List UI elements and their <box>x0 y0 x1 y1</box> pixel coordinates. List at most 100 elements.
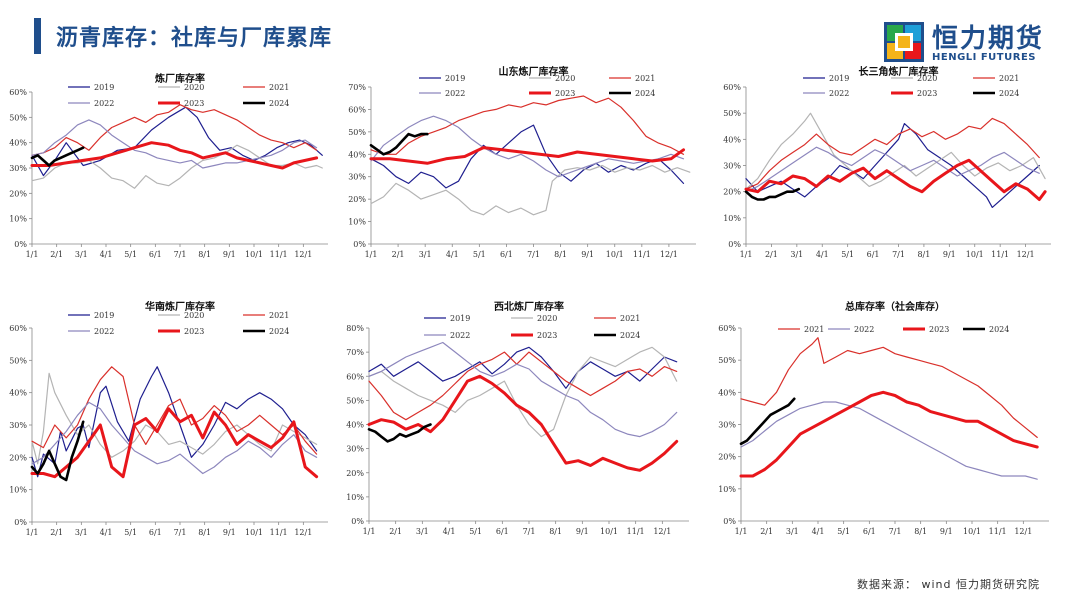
legend-label-2021: 2021 <box>269 83 289 92</box>
x-tick-label: 11/1 <box>989 527 1007 536</box>
series-line-2019 <box>370 124 685 189</box>
x-tick-label: 7/1 <box>174 250 187 259</box>
series-line-2024 <box>744 187 801 201</box>
x-tick-label: 4/1 <box>446 250 459 259</box>
x-tick-label: 7/1 <box>523 527 536 536</box>
y-tick-label: 40% <box>723 135 741 144</box>
y-tick-label: 60% <box>9 88 27 97</box>
x-tick-label: 1/1 <box>26 250 39 259</box>
x-tick-label: 2/1 <box>760 527 773 536</box>
x-tick-label: 11/1 <box>270 528 288 537</box>
x-tick-label: 6/1 <box>867 250 880 259</box>
y-tick-label: 40% <box>9 389 27 398</box>
y-tick-label: 10% <box>718 485 736 494</box>
x-tick-label: 5/1 <box>841 250 854 259</box>
x-tick-label: 11/1 <box>270 250 288 259</box>
y-tick-label: 60% <box>9 324 27 333</box>
x-tick-label: 12/1 <box>294 528 312 537</box>
chart-title: 长三角炼厂库存率 <box>859 65 939 78</box>
x-tick-label: 2/1 <box>765 250 778 259</box>
chart-svg: 西北炼厂库存率 0% 10% 20% 30% 40% 50% 60% 70% 80% 1/1 2/1 3… <box>346 300 689 536</box>
x-tick-label: 7/1 <box>892 250 905 259</box>
series-line-2024 <box>739 397 796 446</box>
series-line-2021 <box>31 366 318 455</box>
legend-label-2019: 2019 <box>94 311 114 320</box>
y-tick-label: 20% <box>718 453 736 462</box>
legend-label-2023: 2023 <box>184 327 204 336</box>
y-tick-label: 40% <box>718 388 736 397</box>
series-line-2019 <box>745 122 1040 208</box>
x-tick-label: 1/1 <box>26 528 39 537</box>
y-tick-label: 30% <box>723 162 741 171</box>
x-tick-label: 6/1 <box>863 527 876 536</box>
x-tick-label: 10/1 <box>245 528 263 537</box>
x-tick-label: 12/1 <box>1017 250 1035 259</box>
x-tick-label: 7/1 <box>527 250 540 259</box>
legend-label-2020: 2020 <box>184 311 204 320</box>
x-tick-label: 6/1 <box>500 250 513 259</box>
legend-label-2022: 2022 <box>445 89 465 98</box>
x-tick-label: 7/1 <box>174 528 187 537</box>
x-tick-label: 9/1 <box>940 527 953 536</box>
legend-label-2024: 2024 <box>620 331 640 340</box>
x-tick-label: 8/1 <box>198 528 211 537</box>
series-line-2020 <box>31 372 318 465</box>
x-tick-label: 9/1 <box>581 250 594 259</box>
y-tick-label: 60% <box>718 324 736 333</box>
legend-label-2024: 2024 <box>989 325 1009 334</box>
y-tick-label: 0% <box>351 517 364 526</box>
x-tick-label: 4/1 <box>816 250 829 259</box>
series-line-2022 <box>31 119 318 169</box>
series-line-2020 <box>368 346 678 438</box>
legend-label-2023: 2023 <box>537 331 557 340</box>
series-line-2019 <box>31 366 318 478</box>
y-tick-label: 70% <box>346 348 364 357</box>
x-tick-label: 2/1 <box>50 528 63 537</box>
series-line-2020 <box>370 164 691 216</box>
legend-label-2021: 2021 <box>620 314 640 323</box>
x-tick-label: 3/1 <box>416 527 429 536</box>
chart-svg: 长三角炼厂库存率 0% 10% 20% 30% 40% 50% 60% 1/1 2/1 3/1 4/1… <box>723 65 1051 259</box>
x-tick-label: 10/1 <box>245 250 263 259</box>
data-source-note: 数据来源： wind 恒力期货研究院 <box>857 578 1040 591</box>
y-tick-label: 50% <box>348 128 366 137</box>
y-tick-label: 0% <box>728 240 741 249</box>
y-tick-label: 50% <box>9 356 27 365</box>
x-tick-label: 12/1 <box>653 527 671 536</box>
chart-svg: 山东炼厂库存率 0% 10% 20% 30% 40% 50% 60% 70% 1/1 2/1 3/1 4… <box>348 65 696 259</box>
legend-label-2019: 2019 <box>445 74 465 83</box>
legend-label-2023: 2023 <box>917 89 937 98</box>
series-line-2021 <box>370 95 685 155</box>
x-tick-label: 8/1 <box>198 250 211 259</box>
y-tick-label: 70% <box>348 83 366 92</box>
series-line-2022 <box>370 115 685 178</box>
series-line-2024 <box>367 423 432 443</box>
chart-title: 总库存率（社会库存） <box>845 300 945 313</box>
x-tick-label: 5/1 <box>473 250 486 259</box>
legend-label-2022: 2022 <box>854 325 874 334</box>
chart-refinery-inventory: 炼厂库存率 0% 10% 20% 30% 40% 50% 60% 1/1 2/1 3/1 4/1 5/1… <box>8 72 333 262</box>
x-tick-label: 9/1 <box>576 527 589 536</box>
legend-label-2024: 2024 <box>269 327 289 336</box>
page-title: 沥青库存：社库与厂库累库 <box>56 26 333 51</box>
y-tick-label: 80% <box>346 324 364 333</box>
legend-label-2022: 2022 <box>450 331 470 340</box>
legend-label-2023: 2023 <box>929 325 949 334</box>
y-tick-label: 20% <box>9 453 27 462</box>
x-tick-label: 6/1 <box>149 528 162 537</box>
legend-label-2019: 2019 <box>450 314 470 323</box>
legend-label-2022: 2022 <box>829 89 849 98</box>
x-tick-label: 10/1 <box>963 527 981 536</box>
hengli-logo-icon <box>884 22 924 62</box>
chart-shandong-inventory: 山东炼厂库存率 0% 10% 20% 30% 40% 50% 60% 70% 1/1 2/1 3/1 4… <box>347 65 702 265</box>
legend-label-2021: 2021 <box>269 311 289 320</box>
series-line-2023 <box>367 374 679 472</box>
title-accent-bar <box>34 18 41 54</box>
chart-yangtze-delta-inventory: 长三角炼厂库存率 0% 10% 20% 30% 40% 50% 60% 1/1 2/1 3/1 4/1… <box>718 65 1053 265</box>
x-tick-label: 11/1 <box>991 250 1009 259</box>
y-tick-label: 60% <box>348 105 366 114</box>
series-line-2024 <box>30 420 85 482</box>
series-line-2021 <box>368 351 678 421</box>
x-tick-label: 12/1 <box>660 250 678 259</box>
chart-svg: 总库存率（社会库存） 0% 10% 20% 30% 40% 50% 60% 1/1 2/1 3/1 4… <box>718 300 1049 536</box>
